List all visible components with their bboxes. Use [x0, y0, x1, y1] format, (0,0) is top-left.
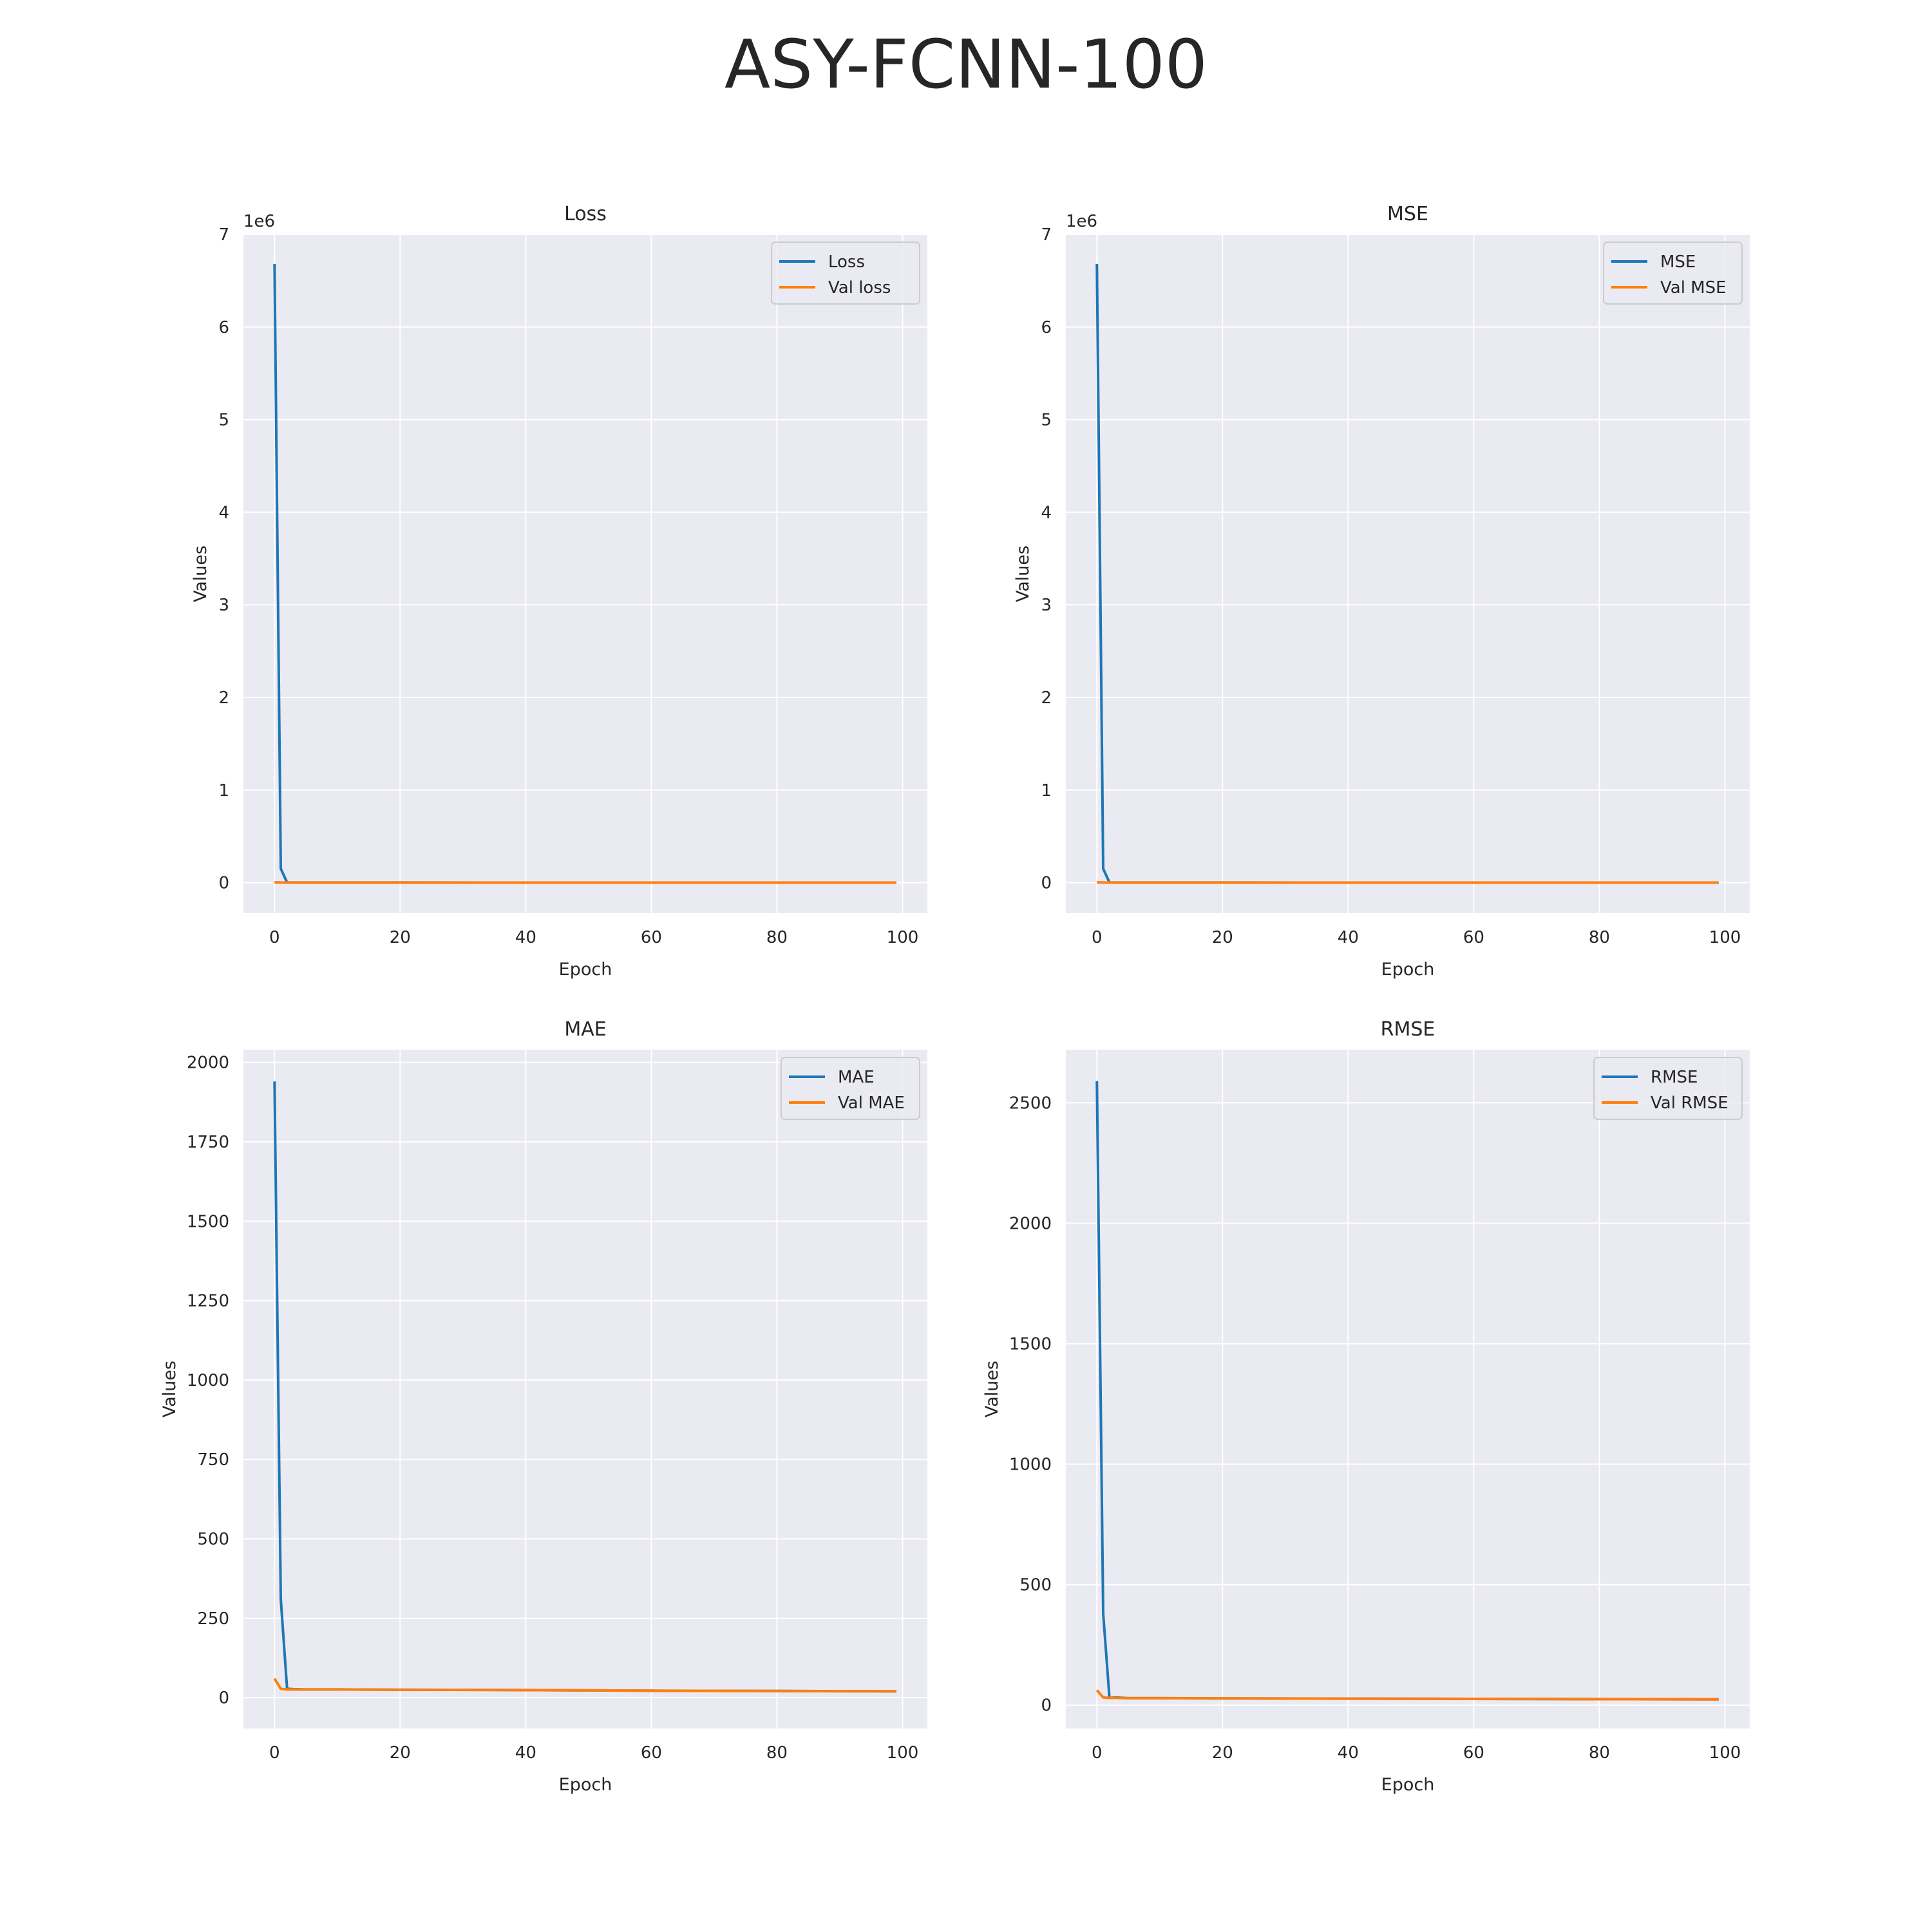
x-tick-label: 40 [515, 928, 536, 947]
plot-area [243, 1050, 927, 1728]
y-tick-label: 1500 [187, 1212, 229, 1231]
x-tick-label: 0 [269, 928, 280, 947]
y-tick-label: 1250 [187, 1292, 229, 1311]
y-tick-label: 1750 [187, 1133, 229, 1152]
y-tick-label: 1 [1041, 781, 1052, 800]
y-tick-label: 5 [218, 411, 229, 430]
chart-title: Loss [564, 203, 607, 225]
x-axis-label: Epoch [1381, 960, 1435, 980]
y-tick-label: 0 [218, 874, 229, 893]
y-axis-label: Values [1013, 545, 1033, 602]
legend-label: RMSE [1651, 1068, 1698, 1087]
x-tick-label: 60 [1463, 1743, 1484, 1763]
x-axis-label: Epoch [559, 960, 612, 980]
plot-area [1066, 234, 1750, 913]
y-axis-label: Values [191, 545, 211, 602]
plot-area [1066, 1050, 1750, 1728]
x-tick-label: 20 [1212, 928, 1233, 947]
y-axis-label: Values [160, 1361, 180, 1417]
x-tick-label: 60 [641, 928, 662, 947]
y-tick-label: 2 [1041, 688, 1052, 708]
x-axis-label: Epoch [1381, 1775, 1435, 1795]
y-axis-label: Values [982, 1361, 1002, 1417]
x-tick-label: 100 [887, 928, 919, 947]
legend-label: MSE [1660, 252, 1696, 272]
y-tick-label: 0 [218, 1689, 229, 1708]
legend-label: Val MSE [1660, 278, 1727, 298]
x-tick-label: 80 [766, 1743, 788, 1763]
series-line-val-mae [273, 1678, 896, 1693]
y-tick-label: 750 [197, 1450, 229, 1470]
x-tick-label: 100 [887, 1743, 919, 1763]
figure-title: ASY-FCNN-100 [724, 25, 1208, 104]
y-tick-label: 2 [218, 688, 229, 708]
y-tick-label: 3 [1041, 596, 1052, 615]
x-tick-label: 60 [641, 1743, 662, 1763]
chart-panel-rmse: 0 20 40 60 80 10005001000150020002500RMSEEpoc… [982, 1018, 1750, 1795]
series-line-val-rmse [1095, 1689, 1719, 1701]
y-tick-label: 500 [1019, 1576, 1052, 1595]
legend: MAE Val MAE [781, 1057, 920, 1120]
y-tick-label: 1500 [1009, 1334, 1052, 1354]
x-tick-label: 60 [1463, 928, 1484, 947]
chart-panel-mae: 0 20 40 60 80 1000250500750100012501500175020… [160, 1018, 927, 1795]
x-tick-label: 40 [1338, 1743, 1359, 1763]
x-axis-label: Epoch [559, 1775, 612, 1795]
y-tick-label: 4 [1041, 503, 1052, 522]
y-tick-label: 500 [197, 1530, 229, 1549]
x-tick-label: 20 [390, 928, 411, 947]
legend-label: Loss [828, 252, 865, 272]
x-tick-label: 100 [1709, 928, 1741, 947]
chart-panel-mse: 0 20 40 60 80 100 0 1 2 3 4 5 6 7 1e6 MSE Epoch Values MSE… [1013, 203, 1750, 980]
x-tick-label: 0 [1092, 1743, 1103, 1763]
y-tick-label: 7 [218, 225, 229, 245]
x-tick-label: 20 [1212, 1743, 1233, 1763]
x-tick-label: 80 [766, 928, 788, 947]
legend: MSE Val MSE [1603, 242, 1743, 305]
y-offset-text: 1e6 [243, 212, 275, 231]
y-tick-label: 250 [197, 1609, 229, 1629]
y-tick-label: 3 [218, 596, 229, 615]
plot-area [243, 234, 927, 913]
chart-title: RMSE [1381, 1018, 1435, 1041]
y-tick-label: 5 [1041, 411, 1052, 430]
y-tick-label: 2000 [187, 1054, 229, 1073]
legend-label: Val RMSE [1651, 1094, 1728, 1113]
y-tick-label: 0 [1041, 1696, 1052, 1716]
x-tick-label: 0 [1092, 928, 1103, 947]
y-tick-label: 6 [218, 318, 229, 337]
x-tick-label: 100 [1709, 1743, 1741, 1763]
chart-title: MSE [1387, 203, 1428, 225]
chart-title: MAE [564, 1018, 606, 1041]
y-offset-text: 1e6 [1066, 212, 1097, 231]
x-tick-label: 40 [515, 1743, 536, 1763]
x-tick-label: 20 [390, 1743, 411, 1763]
chart-panel-loss: 0 20 40 60 80 100 0 1 2 3 4 5 6 7 1e6 Loss Epoch Values Lo… [191, 203, 927, 980]
legend-label: Val loss [828, 278, 891, 298]
y-tick-label: 2500 [1009, 1094, 1052, 1113]
legend-label: Val MAE [838, 1094, 905, 1113]
y-tick-label: 6 [1041, 318, 1052, 337]
y-tick-label: 1 [218, 781, 229, 800]
y-tick-label: 4 [218, 503, 229, 522]
x-tick-label: 80 [1589, 1743, 1610, 1763]
legend: RMSE Val RMSE [1593, 1057, 1743, 1120]
legend: Loss Val loss [771, 242, 920, 305]
x-tick-label: 80 [1589, 928, 1610, 947]
y-tick-label: 0 [1041, 874, 1052, 893]
y-tick-label: 1000 [1009, 1455, 1052, 1475]
y-tick-label: 1000 [187, 1371, 229, 1390]
legend-label: MAE [838, 1068, 875, 1087]
x-tick-label: 0 [269, 1743, 280, 1763]
x-tick-label: 40 [1338, 928, 1359, 947]
y-tick-label: 2000 [1009, 1214, 1052, 1233]
y-tick-label: 7 [1041, 225, 1052, 245]
